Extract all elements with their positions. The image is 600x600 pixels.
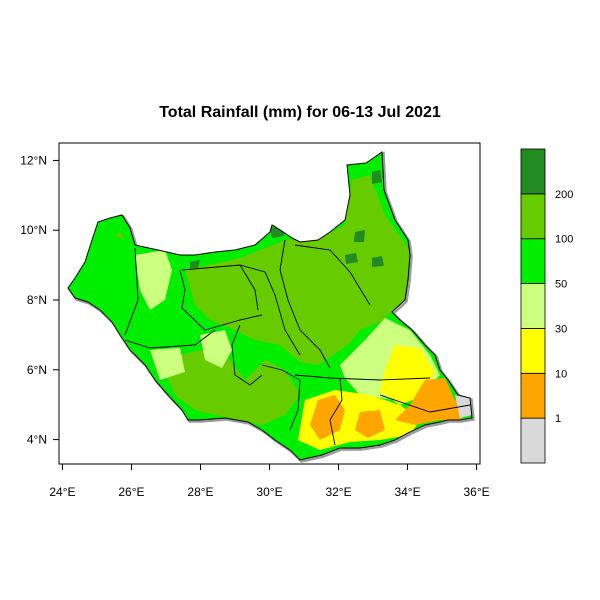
region-over-200-c	[354, 230, 365, 242]
legend-swatch	[520, 193, 546, 240]
boundary-line-5	[279, 239, 331, 369]
y-tick-label: 10°N	[20, 223, 47, 237]
boundary-line-8	[124, 329, 216, 349]
boundary-line-12	[329, 377, 343, 446]
legend-swatch	[520, 283, 546, 329]
region-over-200-d	[345, 253, 358, 264]
boundary-line-9	[231, 324, 263, 386]
legend-label: 50	[555, 279, 567, 291]
legend-label: 30	[555, 323, 567, 335]
region-1-10-southeast	[395, 378, 470, 425]
x-tick-label: 24°E	[49, 485, 75, 499]
legend-label: 200	[555, 189, 573, 201]
region-1-10-south-b	[355, 410, 385, 438]
y-tick-label: 8°N	[27, 293, 47, 307]
map-title: Total Rainfall (mm) for 06-13 Jul 2021	[159, 104, 441, 121]
y-tick-label: 6°N	[27, 363, 47, 377]
x-tick-label: 30°E	[256, 485, 282, 499]
rainfall-fill	[68, 152, 472, 460]
region-30-50-center	[200, 330, 232, 368]
legend-swatch	[520, 372, 546, 419]
boundary-line-4	[239, 264, 301, 356]
x-tick-label: 34°E	[394, 485, 420, 499]
legend-swatch	[520, 148, 546, 195]
boundary-line-10	[261, 364, 301, 381]
x-tick-label: 26°E	[118, 485, 144, 499]
country-outline	[67, 151, 473, 461]
x-tick-label: 36°E	[463, 485, 489, 499]
legend-swatch	[520, 417, 546, 464]
x-tick-label: 28°E	[187, 485, 213, 499]
legend-label: 1	[555, 413, 561, 425]
boundary-line-14	[289, 379, 301, 431]
boundary-line-1	[124, 247, 139, 336]
region-100-200-west	[160, 350, 300, 425]
legend-label: 10	[555, 368, 567, 380]
y-axis: 4°N 6°N 8°N 10°N 12°N	[20, 153, 59, 447]
y-tick-label: 4°N	[27, 433, 47, 447]
boundary-line-6	[294, 244, 371, 306]
region-30-50-west-patch	[150, 348, 185, 380]
boundary-line-7	[181, 307, 263, 331]
y-tick-label: 12°N	[20, 153, 47, 167]
legend-colorbar: 1 10 30 50 100 200	[520, 148, 573, 464]
region-over-200-a	[336, 210, 346, 220]
x-tick-label: 32°E	[325, 485, 351, 499]
boundary-line-11	[294, 374, 431, 381]
x-axis: 24°E 26°E 28°E 30°E 32°E 34°E 36°E	[49, 464, 490, 499]
state-boundaries	[124, 239, 471, 446]
boundary-line-2	[179, 269, 186, 309]
region-1-10-south	[310, 395, 345, 440]
legend-swatch	[520, 328, 546, 374]
region-30-50-northwest	[135, 250, 172, 310]
legend-swatch	[520, 238, 546, 284]
region-over-200-b	[372, 170, 382, 184]
legend-label: 100	[555, 234, 573, 246]
region-over-200-e	[372, 256, 384, 267]
region-over-200-g	[190, 260, 200, 268]
boundary-line-13	[379, 394, 471, 413]
region-100-200-north	[185, 175, 410, 365]
boundary-line-3	[181, 264, 259, 311]
